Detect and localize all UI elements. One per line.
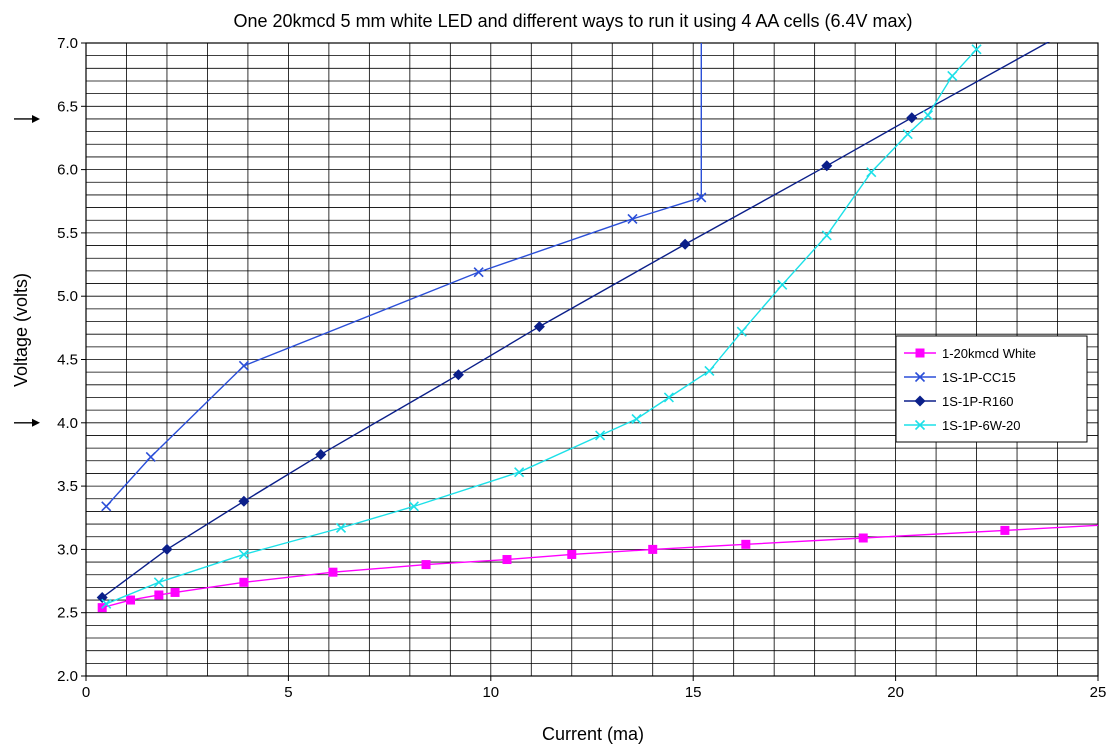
data-point — [736, 326, 747, 337]
y-tick-label: 5.5 — [57, 225, 78, 242]
x-tick-label: 5 — [284, 684, 292, 701]
legend-label: 1S-1P-R160 — [942, 394, 1014, 409]
data-point — [238, 495, 250, 507]
axes: 0 5 10 15 20 25 2.0 2.5 3.0 3.5 4.0 4.5 5.0 5.5 6.0 6.5… — [57, 35, 1106, 701]
data-point — [663, 392, 674, 403]
data-point — [631, 413, 642, 425]
y-tick-label: 3.5 — [57, 478, 78, 495]
data-point — [161, 543, 173, 555]
data-point — [408, 501, 419, 512]
data-point — [648, 544, 658, 554]
data-point — [239, 577, 249, 587]
data-point — [777, 279, 788, 290]
series-2 — [101, 43, 707, 512]
data-point — [627, 213, 638, 225]
data-point — [567, 549, 577, 559]
axis-markers — [14, 114, 40, 427]
y-tick-label: 6.0 — [57, 162, 78, 179]
legend: 1-20kmcd White 1S-1P-CC15 1S-1P-R160 1S-1P-… — [895, 335, 1088, 443]
data-point — [452, 369, 464, 381]
data-point — [821, 160, 833, 172]
y-tick-label: 4.0 — [57, 415, 78, 432]
data-point — [145, 451, 156, 463]
legend-entry-3: 1S-1P-R160 — [904, 394, 1014, 409]
data-point — [906, 112, 918, 124]
data-point — [153, 577, 164, 588]
legend-label: 1S-1P-6W-20 — [942, 418, 1021, 433]
y-tick-label: 2.5 — [57, 605, 78, 622]
data-point — [101, 598, 112, 609]
y-axis-label: Voltage (volts) — [11, 273, 31, 387]
x-tick-label: 10 — [482, 684, 499, 701]
data-point — [335, 522, 347, 533]
legend-swatch-marker — [914, 371, 926, 383]
data-point — [502, 555, 512, 565]
data-point — [858, 533, 868, 543]
data-point — [595, 430, 606, 441]
chart-title: One 20kmcd 5 mm white LED and different … — [234, 11, 913, 31]
x-tick-label: 25 — [1090, 684, 1107, 701]
legend-swatch-marker — [914, 395, 926, 407]
data-point — [741, 539, 751, 549]
max-voltage-arrow-head — [32, 114, 40, 123]
data-point — [514, 467, 525, 478]
series-4 — [101, 44, 982, 609]
data-point — [696, 192, 707, 203]
data-point — [704, 365, 715, 376]
data-point — [154, 590, 164, 600]
x-axis-label: Current (ma) — [542, 724, 644, 744]
data-point — [533, 321, 545, 333]
y-tick-label: 4.5 — [57, 352, 78, 369]
legend-entry-4: 1S-1P-6W-20 — [904, 418, 1021, 433]
data-point — [473, 267, 484, 278]
data-point — [238, 360, 249, 371]
legend-label: 1-20kmcd White — [942, 346, 1036, 361]
x-tick-label: 15 — [685, 684, 702, 701]
data-point — [421, 560, 431, 570]
y-tick-label: 6.5 — [57, 98, 78, 115]
data-point — [126, 595, 136, 605]
legend-label: 1S-1P-CC15 — [942, 370, 1016, 385]
data-point — [315, 448, 327, 460]
reference-voltage-arrow-head — [32, 418, 40, 427]
data-point — [821, 230, 832, 241]
data-point — [101, 501, 112, 512]
data-point — [170, 587, 180, 597]
data-point — [866, 167, 877, 178]
series-layer — [96, 42, 1098, 613]
data-point — [902, 129, 913, 140]
series-line — [101, 42, 1050, 599]
y-tick-label: 7.0 — [57, 35, 78, 52]
x-tick-label: 20 — [887, 684, 904, 701]
data-point — [922, 110, 934, 121]
data-point — [971, 44, 982, 55]
y-tick-label: 2.0 — [57, 668, 78, 685]
data-point — [96, 592, 108, 604]
data-point — [1000, 525, 1010, 535]
data-point — [679, 238, 691, 250]
y-tick-label: 3.0 — [57, 541, 78, 558]
x-tick-label: 0 — [82, 684, 90, 701]
data-point — [947, 70, 958, 81]
data-point — [238, 549, 249, 560]
legend-swatch-marker — [914, 419, 926, 431]
y-tick-label: 5.0 — [57, 288, 78, 305]
legend-swatch-marker — [915, 348, 925, 358]
data-point — [328, 567, 338, 577]
legend-entry-2: 1S-1P-CC15 — [904, 370, 1016, 385]
legend-entry-1: 1-20kmcd White — [904, 346, 1036, 361]
series-3 — [96, 42, 1050, 604]
